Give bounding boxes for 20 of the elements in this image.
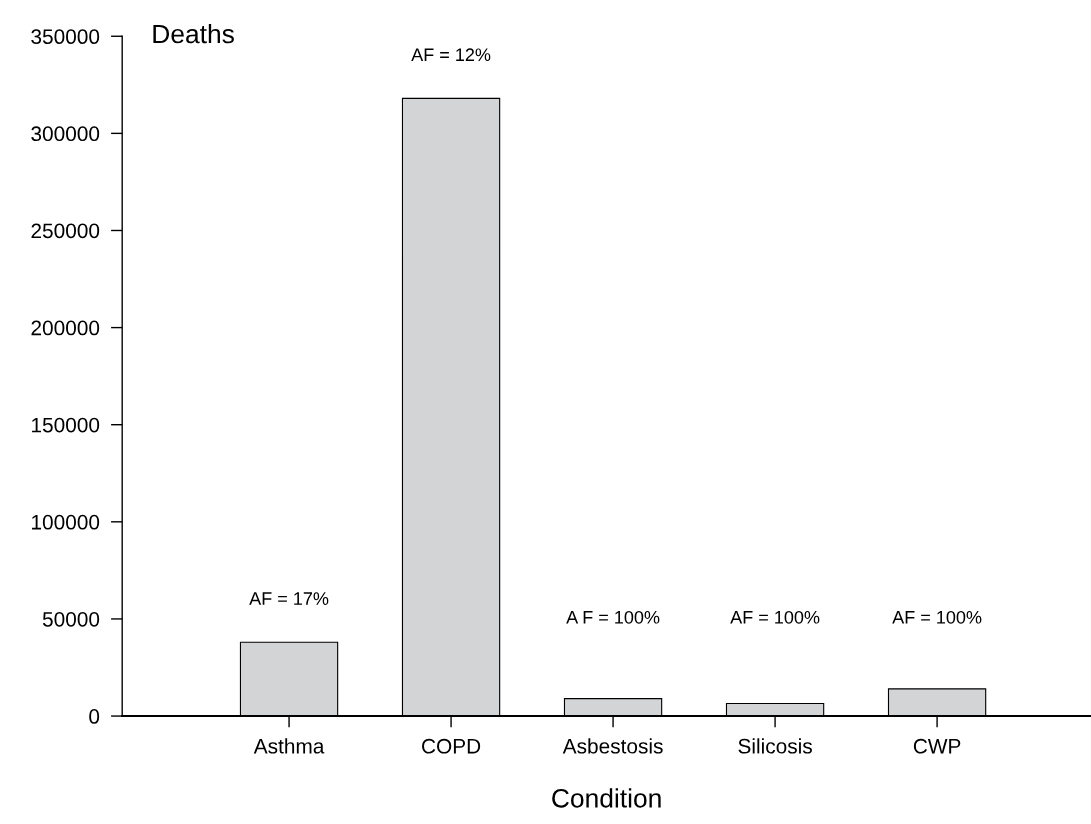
annotation: A F = 100% xyxy=(566,610,660,624)
annotation: AF = 100% xyxy=(892,610,982,624)
x-axis-title: Condition xyxy=(552,788,661,808)
y-tick-label: 300000 xyxy=(31,126,100,142)
x-tick-label: Asthma xyxy=(253,738,325,754)
y-axis-title: Deaths xyxy=(153,23,234,44)
annotation: AF = 100% xyxy=(730,610,820,624)
x-tick-label: COPD xyxy=(422,738,481,754)
x-tick-label: CWP xyxy=(913,738,961,754)
y-tick-label: 350000 xyxy=(31,29,100,45)
x-tick-label: Silicosis xyxy=(738,738,812,754)
x-tick-label: Asbestosis xyxy=(562,738,663,754)
y-tick-label: 150000 xyxy=(32,417,100,433)
y-tick-label: 100000 xyxy=(32,514,100,530)
y-tick-label: 50000 xyxy=(42,611,100,627)
y-tick-label: 0 xyxy=(89,709,100,724)
y-tick-label: 200000 xyxy=(31,320,100,336)
annotation: AF = 17% xyxy=(249,592,329,605)
annotation: AF = 12% xyxy=(411,48,491,62)
y-tick-label: 250000 xyxy=(31,223,100,239)
